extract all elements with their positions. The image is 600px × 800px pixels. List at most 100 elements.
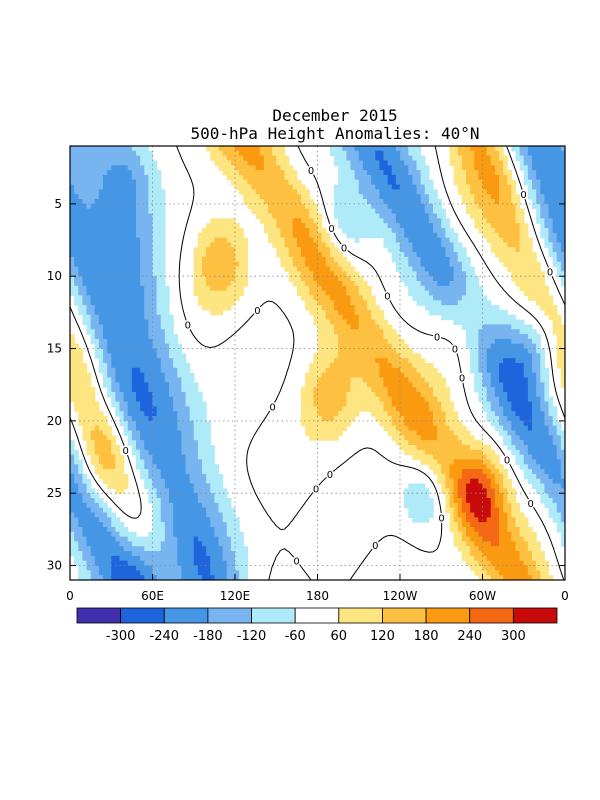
anomaly-cell — [103, 237, 108, 244]
anomaly-cell — [202, 242, 207, 248]
anomaly-cell — [70, 203, 75, 210]
anomaly-cell — [214, 242, 220, 248]
anomaly-cell — [152, 391, 158, 398]
anomaly-cell — [395, 266, 401, 272]
anomaly-cell — [296, 285, 302, 292]
anomaly-cell — [119, 227, 125, 234]
anomaly-cell — [428, 276, 434, 282]
anomaly-cell — [404, 203, 409, 210]
anomaly-cell — [230, 223, 236, 229]
anomaly-cell — [78, 348, 83, 354]
anomaly-cell — [375, 358, 380, 364]
anomaly-cell — [404, 252, 409, 258]
anomaly-cell — [556, 334, 562, 340]
anomaly-cell — [354, 295, 360, 301]
anomaly-cell — [416, 170, 422, 176]
anomaly-cell — [523, 401, 529, 407]
anomaly-cell — [119, 401, 125, 407]
anomaly-cell — [412, 160, 418, 166]
anomaly-cell — [408, 150, 413, 157]
anomaly-cell — [453, 242, 459, 248]
anomaly-cell — [416, 155, 422, 162]
anomaly-cell — [309, 285, 314, 292]
anomaly-cell — [206, 305, 211, 311]
anomaly-cell — [400, 343, 405, 350]
anomaly-cell — [552, 146, 558, 152]
anomaly-cell — [98, 329, 104, 335]
anomaly-cell — [123, 367, 129, 374]
anomaly-cell — [544, 420, 550, 427]
anomaly-cell — [412, 435, 418, 441]
anomaly-cell — [82, 411, 88, 417]
anomaly-cell — [494, 319, 500, 326]
anomaly-cell — [404, 430, 409, 436]
anomaly-cell — [86, 199, 92, 205]
anomaly-cell — [527, 237, 533, 244]
anomaly-cell — [494, 160, 500, 166]
anomaly-cell — [74, 237, 79, 244]
anomaly-cell — [164, 449, 170, 456]
anomaly-cell — [156, 290, 162, 297]
anomaly-cell — [453, 174, 459, 181]
anomaly-cell — [560, 372, 565, 379]
anomaly-cell — [218, 150, 224, 157]
anomaly-cell — [119, 194, 125, 200]
anomaly-cell — [226, 295, 232, 301]
anomaly-cell — [230, 146, 236, 152]
anomaly-cell — [210, 444, 215, 451]
anomaly-cell — [111, 184, 116, 190]
anomaly-cell — [507, 324, 512, 330]
anomaly-cell — [445, 237, 451, 244]
anomaly-cell — [412, 261, 418, 268]
anomaly-cell — [532, 295, 537, 301]
anomaly-cell — [387, 155, 393, 162]
anomaly-cell — [387, 150, 393, 157]
anomaly-cell — [412, 150, 418, 157]
anomaly-cell — [74, 387, 79, 393]
anomaly-cell — [313, 208, 319, 215]
anomaly-cell — [379, 329, 385, 335]
anomaly-cell — [383, 391, 389, 398]
anomaly-cell — [395, 165, 401, 171]
anomaly-cell — [395, 430, 401, 436]
anomaly-cell — [474, 300, 479, 306]
anomaly-cell — [375, 382, 380, 388]
anomaly-cell — [140, 256, 145, 263]
anomaly-cell — [519, 232, 525, 239]
anomaly-cell — [523, 372, 529, 379]
anomaly-cell — [206, 425, 211, 432]
anomaly-cell — [540, 444, 545, 451]
anomaly-cell — [362, 232, 368, 239]
anomaly-cell — [556, 208, 562, 215]
anomaly-cell — [160, 203, 166, 210]
anomaly-cell — [523, 382, 529, 388]
anomaly-cell — [466, 319, 471, 326]
anomaly-cell — [527, 382, 533, 388]
anomaly-cell — [362, 343, 368, 350]
anomaly-cell — [552, 256, 558, 263]
anomaly-cell — [325, 401, 331, 407]
anomaly-cell — [437, 430, 442, 436]
anomaly-cell — [259, 150, 265, 157]
anomaly-cell — [457, 295, 463, 301]
anomaly-cell — [552, 406, 558, 412]
anomaly-cell — [321, 252, 327, 258]
anomaly-cell — [288, 203, 294, 210]
anomaly-cell — [540, 174, 545, 181]
anomaly-cell — [486, 401, 492, 407]
anomaly-cell — [457, 155, 463, 162]
anomaly-cell — [424, 295, 430, 301]
anomaly-cell — [164, 324, 170, 330]
anomaly-cell — [140, 309, 145, 316]
anomaly-cell — [523, 430, 529, 436]
anomaly-cell — [86, 430, 92, 436]
anomaly-cell — [119, 199, 125, 205]
anomaly-cell — [482, 203, 488, 210]
anomaly-cell — [144, 430, 149, 436]
anomaly-cell — [519, 372, 525, 379]
anomaly-cell — [362, 160, 368, 166]
anomaly-cell — [136, 237, 141, 244]
anomaly-cell — [251, 160, 257, 166]
anomaly-cell — [103, 444, 108, 451]
anomaly-cell — [206, 300, 211, 306]
